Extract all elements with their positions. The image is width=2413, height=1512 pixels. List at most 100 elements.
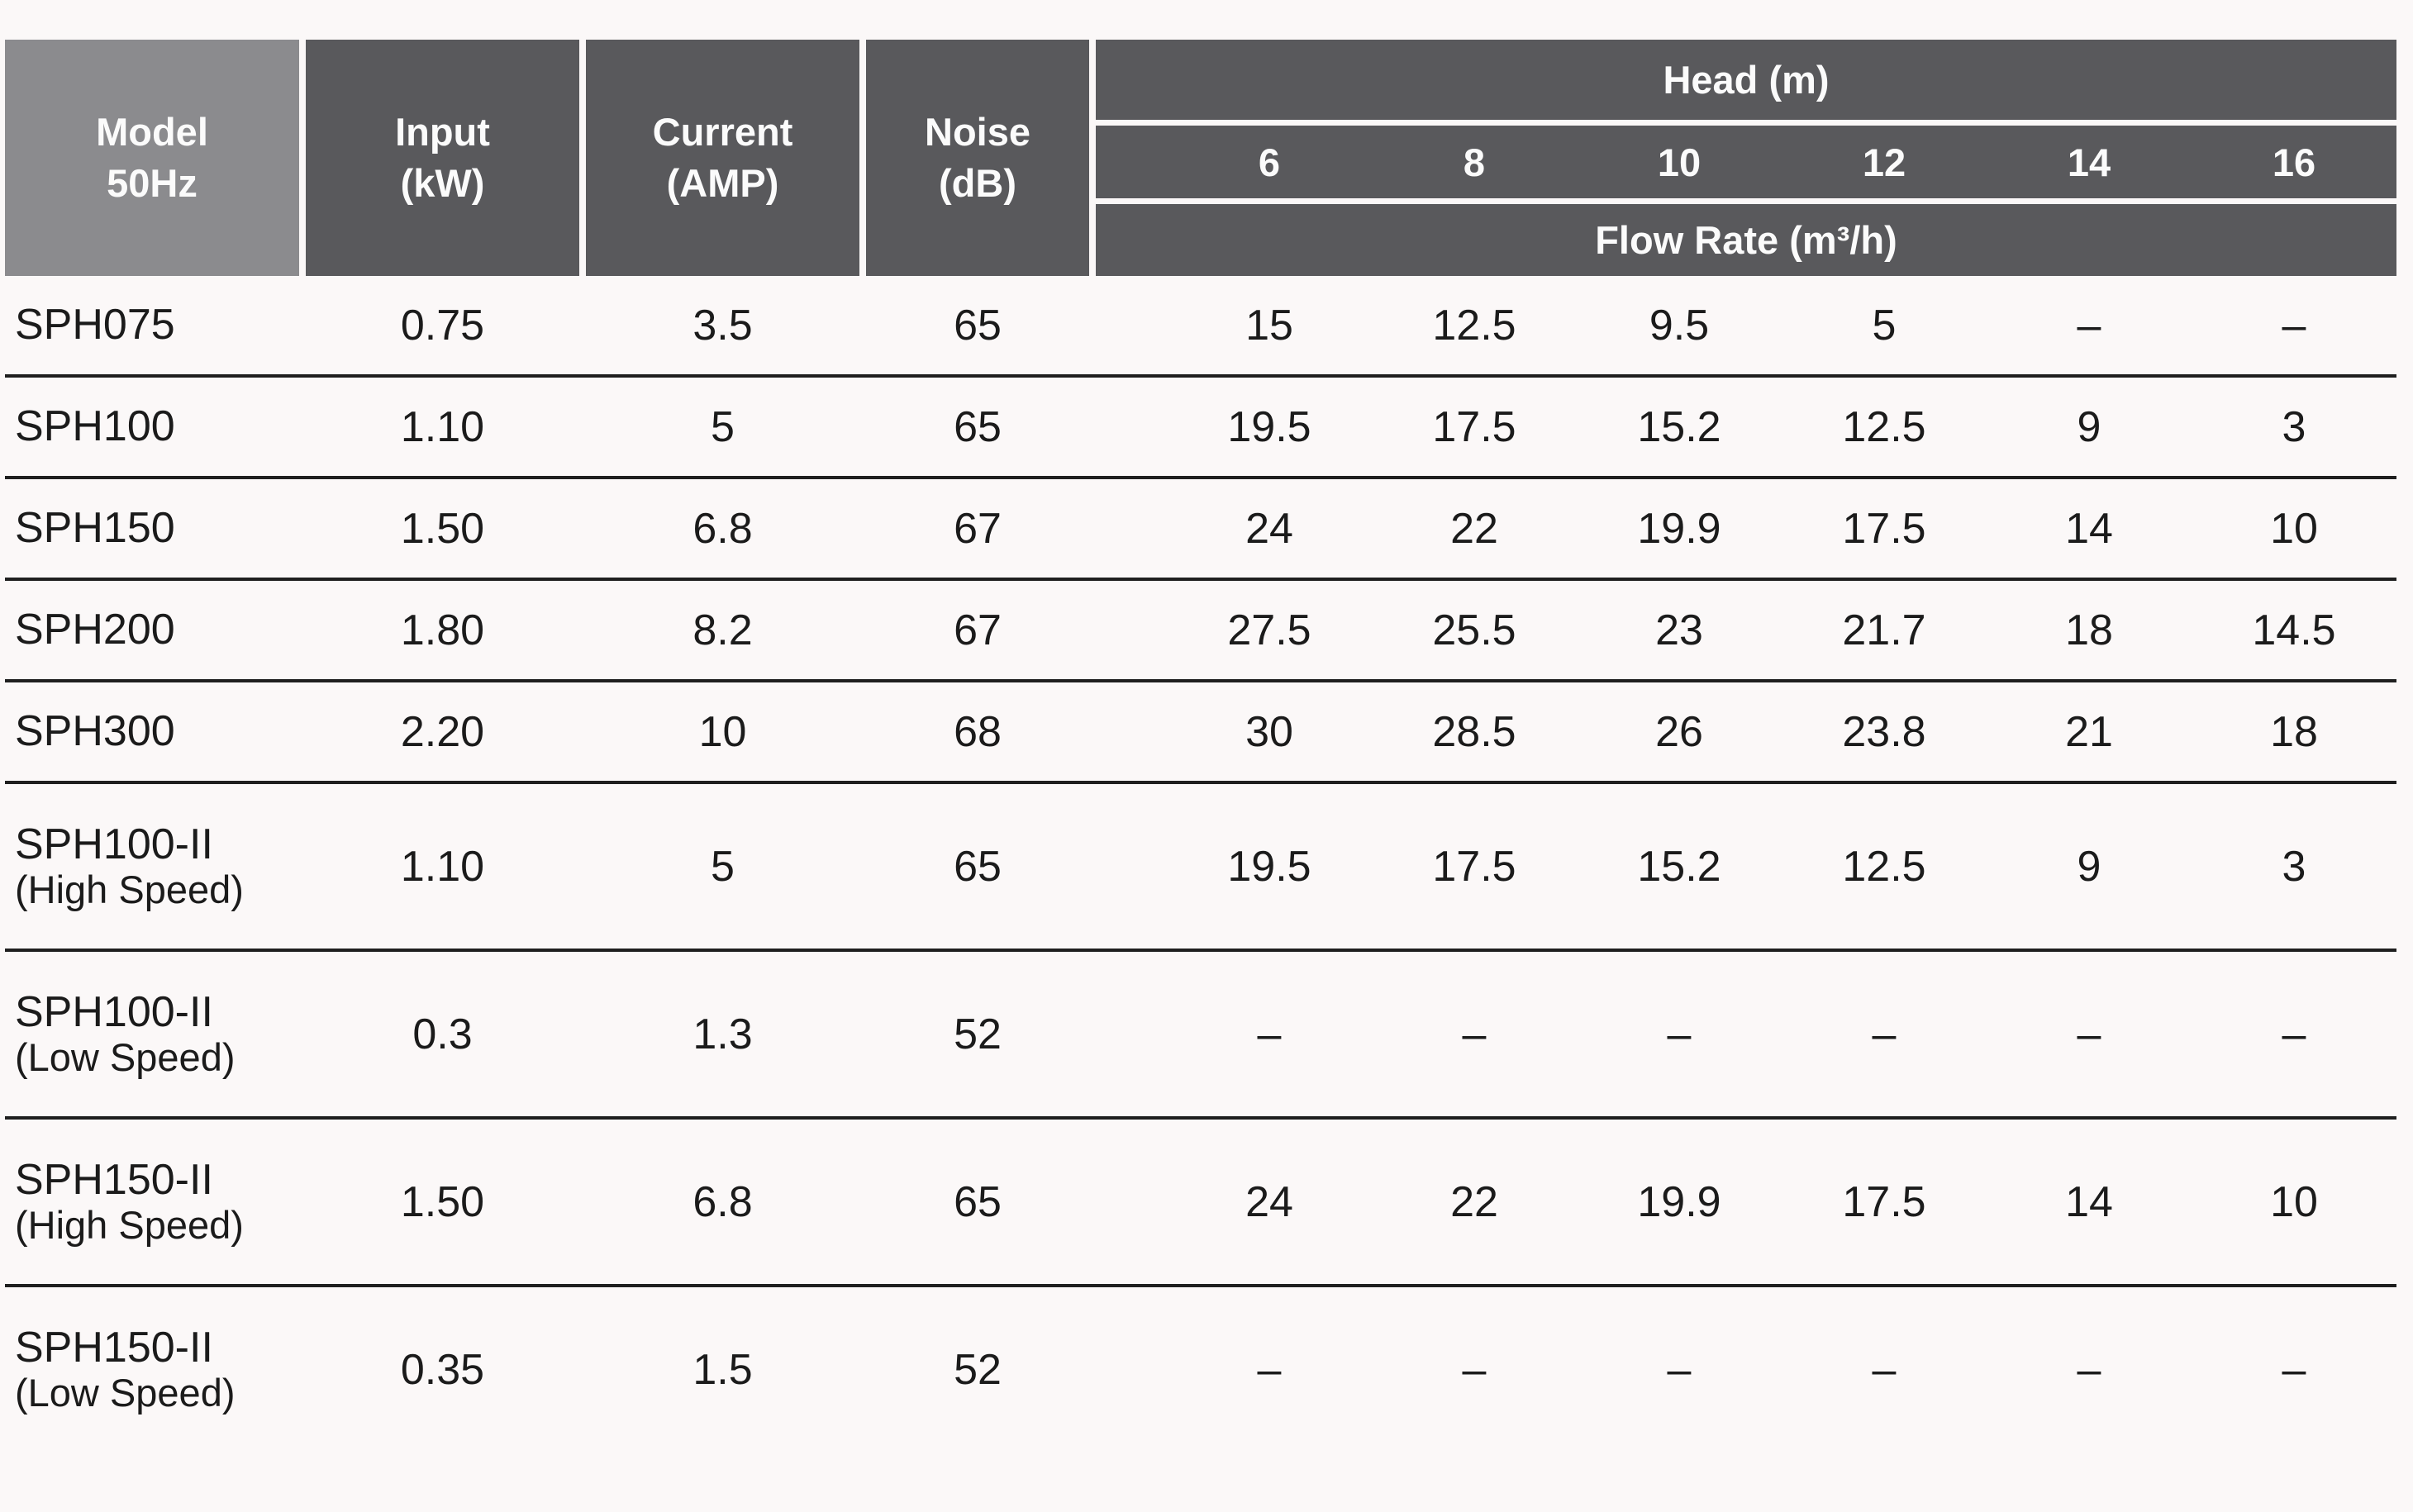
flow-value: – (1462, 1345, 1487, 1394)
input-kw-value: 0.3 (412, 1010, 473, 1058)
model-cell: SPH100-II (High Speed) (5, 820, 299, 912)
flow-value: 28.5 (1432, 707, 1516, 756)
head-value: 6 (1258, 140, 1281, 184)
flow-value: – (1257, 1345, 1282, 1394)
model-cell: SPH150-II (High Speed) (5, 1156, 299, 1248)
model-name: SPH100-II (15, 820, 213, 869)
model-name: SPH075 (15, 301, 175, 349)
flow-value: 10 (2270, 504, 2318, 553)
flow-value: – (1462, 1010, 1487, 1058)
flow-label-text: Flow Rate (m³/h) (1595, 218, 1897, 262)
current-amp-value: 6.8 (692, 1177, 753, 1226)
flow-value: – (1872, 1345, 1897, 1394)
row-separator (5, 1284, 2396, 1287)
head-value: 16 (2272, 140, 2316, 184)
flow-rate-values: 24 22 19.9 17.5 14 10 (1096, 1177, 2396, 1227)
input-kw-value: 0.75 (400, 301, 485, 349)
model-cell: SPH100-II (Low Speed) (5, 988, 299, 1080)
noise-db-value: 65 (954, 1177, 1002, 1226)
row-separator (5, 781, 2396, 784)
noise-db-value: 52 (954, 1345, 1002, 1394)
table-header: Model 50Hz Input (kW) Current (AMP) Nois… (5, 40, 2396, 276)
flow-value: 18 (2065, 606, 2113, 654)
header-head-group-label: Head (m) (1096, 40, 2396, 120)
model-speed-variant: (High Speed) (15, 1203, 244, 1248)
model-name: SPH150-II (15, 1156, 213, 1205)
flow-value: 25.5 (1432, 606, 1516, 654)
flow-value: 24 (1245, 504, 1293, 553)
table-row: SPH100-II (High Speed) 1.10 5 65 19.5 17.… (5, 784, 2396, 949)
input-kw-value: 0.35 (400, 1345, 485, 1394)
current-amp-value: 5 (711, 402, 735, 451)
flow-value: – (1872, 1010, 1897, 1058)
model-cell: SPH300 (5, 707, 299, 755)
input-kw-value: 1.80 (400, 606, 485, 654)
flow-value: 17.5 (1432, 842, 1516, 891)
flow-rate-values: 30 28.5 26 23.8 21 18 (1096, 707, 2396, 757)
model-speed-variant: (High Speed) (15, 868, 244, 912)
model-name: SPH100 (15, 402, 175, 451)
header-head-values: 6 8 10 12 14 16 (1096, 126, 2396, 198)
head-value: 8 (1463, 140, 1486, 184)
flow-value: 19.9 (1637, 504, 1721, 553)
noise-db-value: 65 (954, 402, 1002, 451)
model-name: SPH200 (15, 606, 175, 654)
flow-value: 17.5 (1842, 1177, 1926, 1226)
table-body: SPH075 0.75 3.5 65 15 12.5 9.5 5 – – SPH100 1… (5, 276, 2396, 1452)
current-amp-value: 10 (698, 707, 747, 756)
head-value: 14 (2067, 140, 2111, 184)
model-speed-variant: (Low Speed) (15, 1035, 236, 1080)
model-cell: SPH200 (5, 606, 299, 654)
table-row: SPH150-II (Low Speed) 0.35 1.5 52 – – – – – – (5, 1287, 2396, 1452)
head-value: 12 (1862, 140, 1906, 184)
noise-db-value: 67 (954, 504, 1002, 553)
flow-value: – (2282, 1010, 2306, 1058)
flow-value: – (1667, 1010, 1692, 1058)
current-amp-value: 5 (711, 842, 735, 891)
head-group-text: Head (m) (1663, 58, 1830, 102)
table-row: SPH100 1.10 5 65 19.5 17.5 15.2 12.5 9 3 (5, 378, 2396, 476)
row-separator (5, 949, 2396, 952)
flow-value: 14 (2065, 504, 2113, 553)
header-input: Input (kW) (306, 40, 579, 276)
table-row: SPH150 1.50 6.8 67 24 22 19.9 17.5 14 10 (5, 479, 2396, 578)
table-row: SPH200 1.80 8.2 67 27.5 25.5 23 21.7 18 14.5 (5, 581, 2396, 679)
model-name: SPH150-II (15, 1324, 213, 1372)
flow-value: 3 (2282, 842, 2306, 891)
flow-rate-values: 27.5 25.5 23 21.7 18 14.5 (1096, 606, 2396, 655)
model-cell: SPH150-II (Low Speed) (5, 1324, 299, 1415)
table-row: SPH300 2.20 10 68 30 28.5 26 23.8 21 18 (5, 682, 2396, 781)
row-separator (5, 374, 2396, 378)
flow-rate-values: 19.5 17.5 15.2 12.5 9 3 (1096, 402, 2396, 452)
current-amp-value: 3.5 (692, 301, 753, 349)
flow-value: 26 (1655, 707, 1703, 756)
row-separator (5, 679, 2396, 682)
flow-value: 3 (2282, 402, 2306, 451)
flow-value: 12.5 (1842, 842, 1926, 891)
flow-value: 17.5 (1842, 504, 1926, 553)
header-noise-line2: (dB) (939, 161, 1016, 205)
noise-db-value: 65 (954, 842, 1002, 891)
model-cell: SPH100 (5, 402, 299, 450)
model-name: SPH150 (15, 504, 175, 553)
flow-value: 9.5 (1649, 301, 1710, 349)
input-kw-value: 1.10 (400, 402, 485, 451)
current-amp-value: 6.8 (692, 504, 753, 553)
header-head-section: Head (m) 6 8 10 12 14 16 Flow Rate (m³/h) (1096, 40, 2396, 276)
noise-db-value: 65 (954, 301, 1002, 349)
header-noise-line1: Noise (925, 109, 1030, 154)
model-name: SPH300 (15, 707, 175, 756)
flow-value: 23 (1655, 606, 1703, 654)
input-kw-value: 2.20 (400, 707, 485, 756)
flow-value: 21 (2065, 707, 2113, 756)
current-amp-value: 1.3 (692, 1010, 753, 1058)
flow-value: 14 (2065, 1177, 2113, 1226)
flow-value: 30 (1245, 707, 1293, 756)
flow-rate-values: 24 22 19.9 17.5 14 10 (1096, 504, 2396, 554)
flow-rate-values: 15 12.5 9.5 5 – – (1096, 301, 2396, 350)
noise-db-value: 52 (954, 1010, 1002, 1058)
flow-value: – (1257, 1010, 1282, 1058)
model-speed-variant: (Low Speed) (15, 1371, 236, 1415)
row-separator (5, 476, 2396, 479)
flow-value: 10 (2270, 1177, 2318, 1226)
